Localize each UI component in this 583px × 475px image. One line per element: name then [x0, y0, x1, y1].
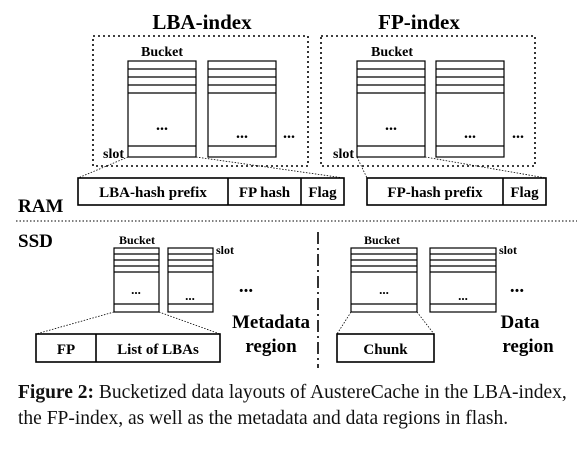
caption-text: Bucketized data layouts of AustereCache …: [18, 382, 567, 429]
data-zoom-line-right: [416, 311, 435, 335]
fp-bucket-label: Bucket: [371, 45, 413, 60]
fp-more-buckets: ...: [512, 125, 524, 142]
ram-label: RAM: [18, 196, 63, 217]
metadata-slot-label: slot: [216, 243, 234, 257]
fp-bucket-1-ellipsis: ...: [385, 117, 397, 134]
fp-field-flag: Flag: [510, 185, 539, 201]
fp-entry-box: [366, 177, 547, 206]
metadata-entry-box: [35, 333, 221, 363]
lba-bucket-1: [127, 60, 197, 158]
metadata-bucket-1-ellipsis: ...: [131, 282, 141, 297]
data-zoom-line-left: [336, 311, 352, 335]
fp-index-group: FP-index Bucket ... ... ... slot FP-hash…: [320, 10, 547, 206]
metadata-region-group: Bucket ... ... slot ... FP List of LBAs …: [35, 233, 311, 363]
caption-label: Figure 2:: [18, 382, 95, 403]
metadata-more-buckets: ...: [239, 276, 253, 297]
lba-entry-box: [77, 177, 345, 206]
fp-zoom-line-left: [356, 156, 368, 179]
data-bucket-2: [429, 247, 497, 313]
metadata-bucket-2: [167, 247, 214, 313]
fp-index-frame: [320, 35, 536, 167]
data-bucket-label: Bucket: [364, 233, 400, 247]
ssd-label: SSD: [18, 231, 53, 252]
lba-bucket-2: [207, 60, 277, 158]
lba-zoom-line-left: [77, 156, 129, 179]
lba-index-frame: [92, 35, 309, 167]
metadata-bucket-label: Bucket: [119, 233, 155, 247]
data-bucket-1: [350, 247, 418, 313]
austerecache-diagram: LBA-index Bucket ... ... ... slot: [16, 10, 577, 368]
fp-zoom-line-right: [424, 156, 547, 179]
metadata-bucket-2-ellipsis: ...: [185, 288, 195, 303]
data-more-buckets: ...: [510, 276, 524, 297]
metadata-region-label-1: Metadata: [232, 312, 311, 333]
lba-index-group: LBA-index Bucket ... ... ... slot: [77, 10, 345, 206]
metadata-field-list-of-lbas: List of LBAs: [117, 342, 199, 358]
lba-field-lba-hash-prefix: LBA-hash prefix: [99, 185, 207, 201]
fp-slot-label: slot: [333, 147, 354, 162]
lba-bucket-1-ellipsis: ...: [156, 117, 168, 134]
metadata-region-label-2: region: [245, 336, 297, 357]
lba-field-flag: Flag: [308, 185, 337, 201]
data-region-group: Bucket ... ... slot ... Chunk Data regio…: [336, 233, 554, 363]
fp-bucket-1: [356, 60, 426, 158]
figure-caption: Figure 2: Bucketized data layouts of Aus…: [18, 380, 578, 432]
data-bucket-1-ellipsis: ...: [379, 282, 389, 297]
lba-bucket-2-ellipsis: ...: [236, 125, 248, 142]
metadata-field-fp: FP: [57, 342, 75, 358]
data-slot-label: slot: [499, 243, 517, 257]
fp-index-title: FP-index: [378, 10, 460, 34]
fp-bucket-2-ellipsis: ...: [464, 125, 476, 142]
metadata-zoom-line-right: [158, 311, 221, 335]
lba-slot-label: slot: [103, 147, 124, 162]
data-bucket-2-ellipsis: ...: [458, 288, 468, 303]
fp-bucket-2: [435, 60, 505, 158]
data-region-label-2: region: [502, 336, 554, 357]
data-region-label-1: Data: [500, 312, 540, 333]
metadata-bucket-1: [113, 247, 160, 313]
data-entry-box: [336, 333, 435, 363]
lba-field-fp-hash: FP hash: [239, 185, 291, 201]
data-field-chunk: Chunk: [363, 342, 408, 358]
lba-index-title: LBA-index: [152, 10, 252, 34]
lba-zoom-line-right: [195, 156, 345, 179]
lba-bucket-label: Bucket: [141, 45, 183, 60]
lba-more-buckets: ...: [283, 125, 295, 142]
fp-field-fp-hash-prefix: FP-hash prefix: [387, 185, 483, 201]
metadata-zoom-line-left: [35, 311, 115, 335]
